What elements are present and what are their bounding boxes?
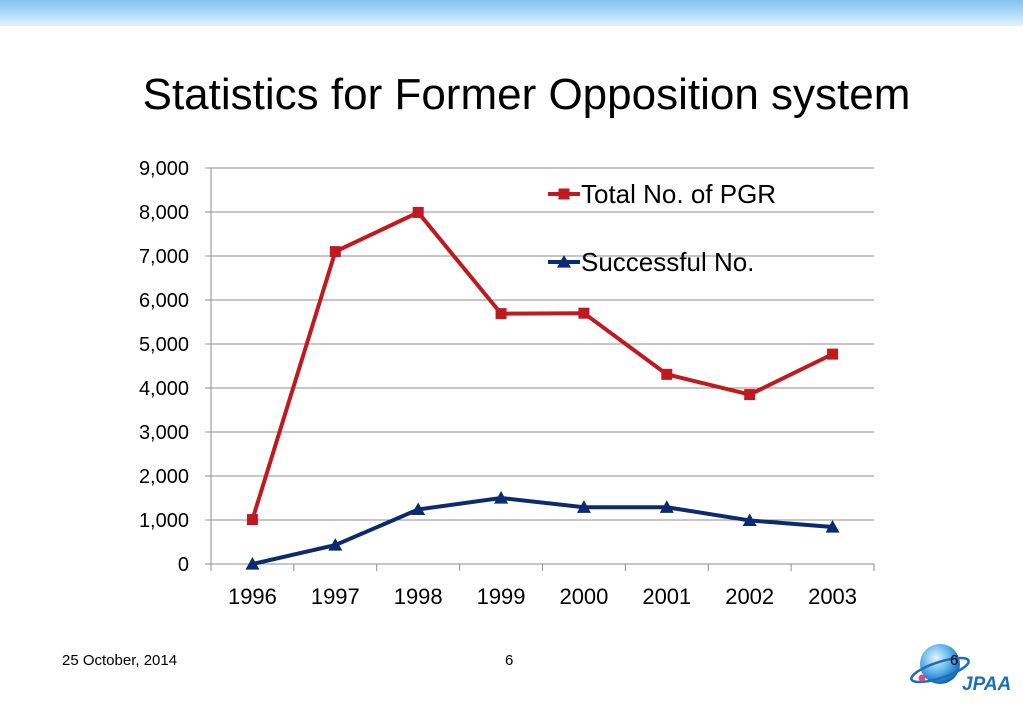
legend-marker: [558, 188, 570, 200]
legend-marker: [557, 255, 571, 268]
data-point: [827, 348, 839, 360]
data-point: [328, 538, 343, 551]
x-tick-labels: 1996 1997 1998 1999 2000 2001 2002 2003: [228, 584, 857, 609]
x-tick-label: 2001: [642, 584, 691, 609]
logo-text: JPAA: [962, 674, 1011, 695]
data-point: [495, 308, 507, 320]
y-tick-label: 2,000: [139, 466, 189, 488]
series: [245, 206, 840, 570]
y-tick-label: 7,000: [139, 246, 189, 268]
y-tick-label: 4,000: [139, 378, 189, 400]
legend-item: Successful No.: [548, 247, 754, 277]
data-point: [245, 557, 260, 570]
y-tick-label: 0: [178, 554, 189, 576]
x-tick-label: 2003: [808, 584, 857, 609]
x-tick-label: 1996: [228, 584, 277, 609]
data-point: [411, 502, 426, 516]
x-tick-label: 2002: [725, 584, 774, 609]
data-point: [578, 307, 590, 319]
legend: Total No. of PGR Successful No.: [548, 179, 776, 277]
series-line: [250, 210, 834, 521]
legend-item: Total No. of PGR: [548, 179, 776, 209]
x-tick-label: 2000: [559, 584, 608, 609]
data-point: [329, 246, 341, 258]
y-tick-label: 1,000: [139, 510, 189, 532]
x-tick-label: 1997: [311, 584, 360, 609]
x-tick-label: 1999: [477, 584, 526, 609]
x-tick-label: 1998: [394, 584, 443, 609]
series-successful: [245, 491, 840, 570]
jpaa-logo: JPAA: [910, 644, 1011, 695]
y-tick-label: 9,000: [139, 158, 189, 180]
data-point: [576, 500, 591, 513]
data-point: [494, 491, 509, 504]
axes: [205, 167, 875, 571]
data-point: [742, 513, 757, 527]
data-point: [744, 389, 756, 401]
y-tick-label: 8,000: [139, 202, 189, 224]
page-number-overlay: 6: [950, 652, 959, 669]
y-tick-label: 5,000: [139, 334, 189, 356]
footer-date: 25 October, 2014: [62, 652, 178, 669]
page-number: 6: [505, 652, 514, 669]
data-point: [246, 514, 258, 526]
data-point: [825, 520, 840, 533]
y-tick-labels: 0 1,000 2,000 3,000 4,000 5,000 6,000 7,000 8,00…: [139, 158, 189, 576]
data-point: [659, 500, 674, 513]
slide-title: Statistics for Former Opposition system: [142, 70, 911, 119]
series-line: [251, 496, 833, 566]
y-tick-label: 3,000: [139, 422, 189, 444]
data-point: [412, 206, 424, 218]
grid-lines: [211, 167, 874, 521]
y-tick-label: 6,000: [139, 290, 189, 312]
data-point: [661, 368, 673, 380]
header-band: [0, 0, 1023, 26]
legend-label: Total No. of PGR: [581, 179, 776, 209]
legend-label: Successful No.: [581, 247, 754, 277]
series-total: [246, 206, 839, 526]
